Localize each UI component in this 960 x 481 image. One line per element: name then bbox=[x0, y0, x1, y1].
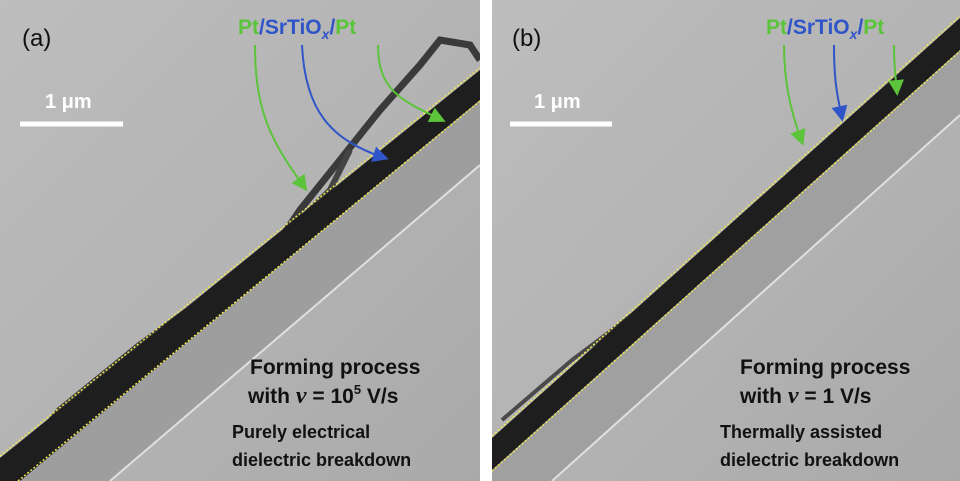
panel: (a) 1 μm Pt/SrTiOx/Pt Forming process wi… bbox=[0, 0, 480, 481]
description: dielectric breakdown bbox=[232, 450, 411, 470]
symbol: ν bbox=[296, 383, 307, 409]
superscript: 5 bbox=[354, 382, 361, 397]
figure: (a) 1 μm Pt/SrTiOx/Pt Forming process wi… bbox=[0, 0, 960, 481]
text: V/s bbox=[840, 385, 872, 408]
text: V/s bbox=[367, 385, 399, 408]
layer: SrTiO bbox=[793, 16, 850, 39]
forming-rate: with ν = 1 V/s bbox=[739, 383, 872, 409]
layer: Pt bbox=[766, 16, 787, 39]
layer: Pt bbox=[238, 16, 259, 39]
layer-label: Pt/SrTiOx/Pt bbox=[238, 16, 356, 42]
scale-bar-label: 1 μm bbox=[45, 91, 92, 113]
forming-title: Forming process bbox=[250, 356, 420, 379]
text: with bbox=[739, 385, 782, 408]
scale-bar-label: 1 μm bbox=[534, 91, 581, 113]
layer: Pt bbox=[335, 16, 356, 39]
text: = 10 bbox=[312, 385, 353, 408]
text: with bbox=[247, 385, 290, 408]
description: Thermally assisted bbox=[720, 422, 882, 442]
forming-title: Forming process bbox=[740, 356, 910, 379]
panel: (b) 1 μm Pt/SrTiOx/Pt Forming process wi… bbox=[492, 0, 960, 481]
text: = 1 bbox=[804, 385, 834, 408]
layer-label: Pt/SrTiOx/Pt bbox=[766, 16, 884, 42]
description: Purely electrical bbox=[232, 422, 370, 442]
layer: SrTiO bbox=[265, 16, 322, 39]
panel-label: (a) bbox=[22, 25, 51, 52]
panel-label: (b) bbox=[512, 25, 541, 52]
symbol: ν bbox=[788, 383, 799, 409]
layer: Pt bbox=[863, 16, 884, 39]
description: dielectric breakdown bbox=[720, 450, 899, 470]
